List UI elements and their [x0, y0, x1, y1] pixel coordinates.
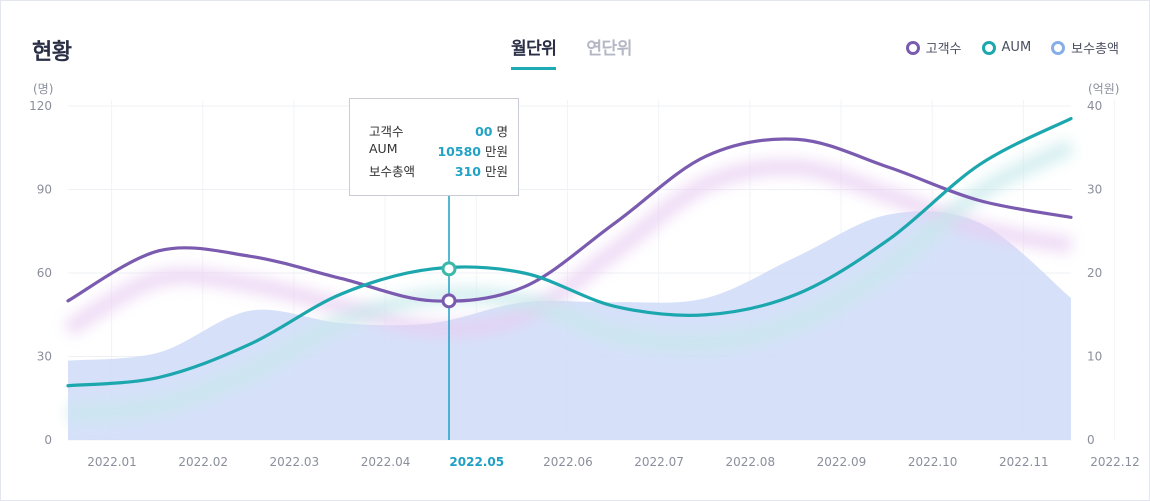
x-axis-tick-label: 2022.04 — [361, 455, 411, 469]
right-axis-tick-label: 10 — [1087, 350, 1102, 364]
tooltip-label: 보수총액 — [369, 164, 416, 179]
tooltip-row-aum: AUM 10580 만원 — [369, 141, 508, 160]
x-axis-tick-label: 2022.12 — [1090, 455, 1140, 469]
data-tooltip: 고객수 00 명 AUM 10580 만원 보수총액 310 만원 — [349, 98, 519, 196]
series-glow — [63, 159, 1073, 338]
tooltip-row-fee: 보수총액 310 만원 — [369, 161, 508, 180]
aum-line-series — [66, 116, 1073, 388]
customers-line-series — [66, 137, 1073, 303]
tooltip-label: AUM — [369, 141, 398, 156]
x-axis-tick-label: 2022.08 — [725, 455, 775, 469]
x-axis-tick-label: 2022.07 — [634, 455, 684, 469]
x-axis-tick-label: 2022.02 — [178, 455, 228, 469]
x-axis-tick-label: 2022.06 — [543, 455, 593, 469]
left-axis-tick-label: 60 — [37, 266, 52, 280]
legend-label: 고객수 — [925, 42, 962, 57]
legend-item-aum[interactable]: AUM — [981, 40, 1032, 55]
tooltip-unit: 명 — [496, 124, 508, 139]
left-axis-tick-label: 0 — [44, 433, 52, 447]
tooltip-unit: 만원 — [484, 144, 508, 159]
legend-marker-icon — [981, 40, 996, 55]
legend-label: 보수총액 — [1071, 42, 1119, 57]
legend-marker-icon — [905, 40, 920, 55]
tooltip-unit: 만원 — [484, 164, 508, 179]
right-axis-tick-label: 40 — [1087, 99, 1102, 113]
legend-marker-icon — [1051, 40, 1066, 55]
legend-label: AUM — [1001, 40, 1032, 55]
legend-item-customers[interactable]: 고객수 — [905, 38, 962, 57]
right-axis-tick-label: 30 — [1087, 183, 1102, 197]
right-axis-unit: (억원) — [1088, 82, 1120, 96]
x-axis-tick-label: 2022.10 — [908, 455, 958, 469]
left-axis-tick-label: 120 — [29, 99, 52, 113]
tooltip-row-customers: 고객수 00 명 — [369, 121, 508, 140]
left-axis-tick-label: 30 — [37, 350, 52, 364]
left-axis-tick-label: 90 — [37, 183, 52, 197]
legend: 고객수 AUM 보수총액 — [905, 38, 1119, 57]
page-title: 현황 — [32, 40, 72, 65]
left-axis-unit: (명) — [33, 82, 54, 96]
tooltip-label: 고객수 — [369, 124, 404, 139]
tab-yearly[interactable]: 연단위 — [586, 39, 632, 59]
series-glow — [67, 139, 1075, 422]
aum-point-marker — [441, 261, 457, 277]
x-axis-tick-label: 2022.09 — [817, 455, 867, 469]
period-tabs: 월단위 연단위 — [511, 34, 632, 70]
x-axis-tick-label: 2022.01 — [87, 455, 137, 469]
tooltip-value: 00 — [475, 124, 493, 139]
tab-monthly[interactable]: 월단위 — [511, 34, 557, 70]
x-axis-tick-label: 2022.11 — [999, 455, 1049, 469]
x-axis-tick-label: 2022.03 — [270, 455, 320, 469]
right-axis-tick-label: 20 — [1087, 266, 1102, 280]
right-axis-tick-label: 0 — [1087, 433, 1095, 447]
customers-point-marker — [441, 293, 457, 309]
legend-item-fee[interactable]: 보수총액 — [1051, 38, 1119, 57]
tooltip-value: 10580 — [437, 144, 481, 159]
x-axis-tick-label: 2022.05 — [449, 455, 504, 469]
tooltip-value: 310 — [454, 164, 481, 179]
